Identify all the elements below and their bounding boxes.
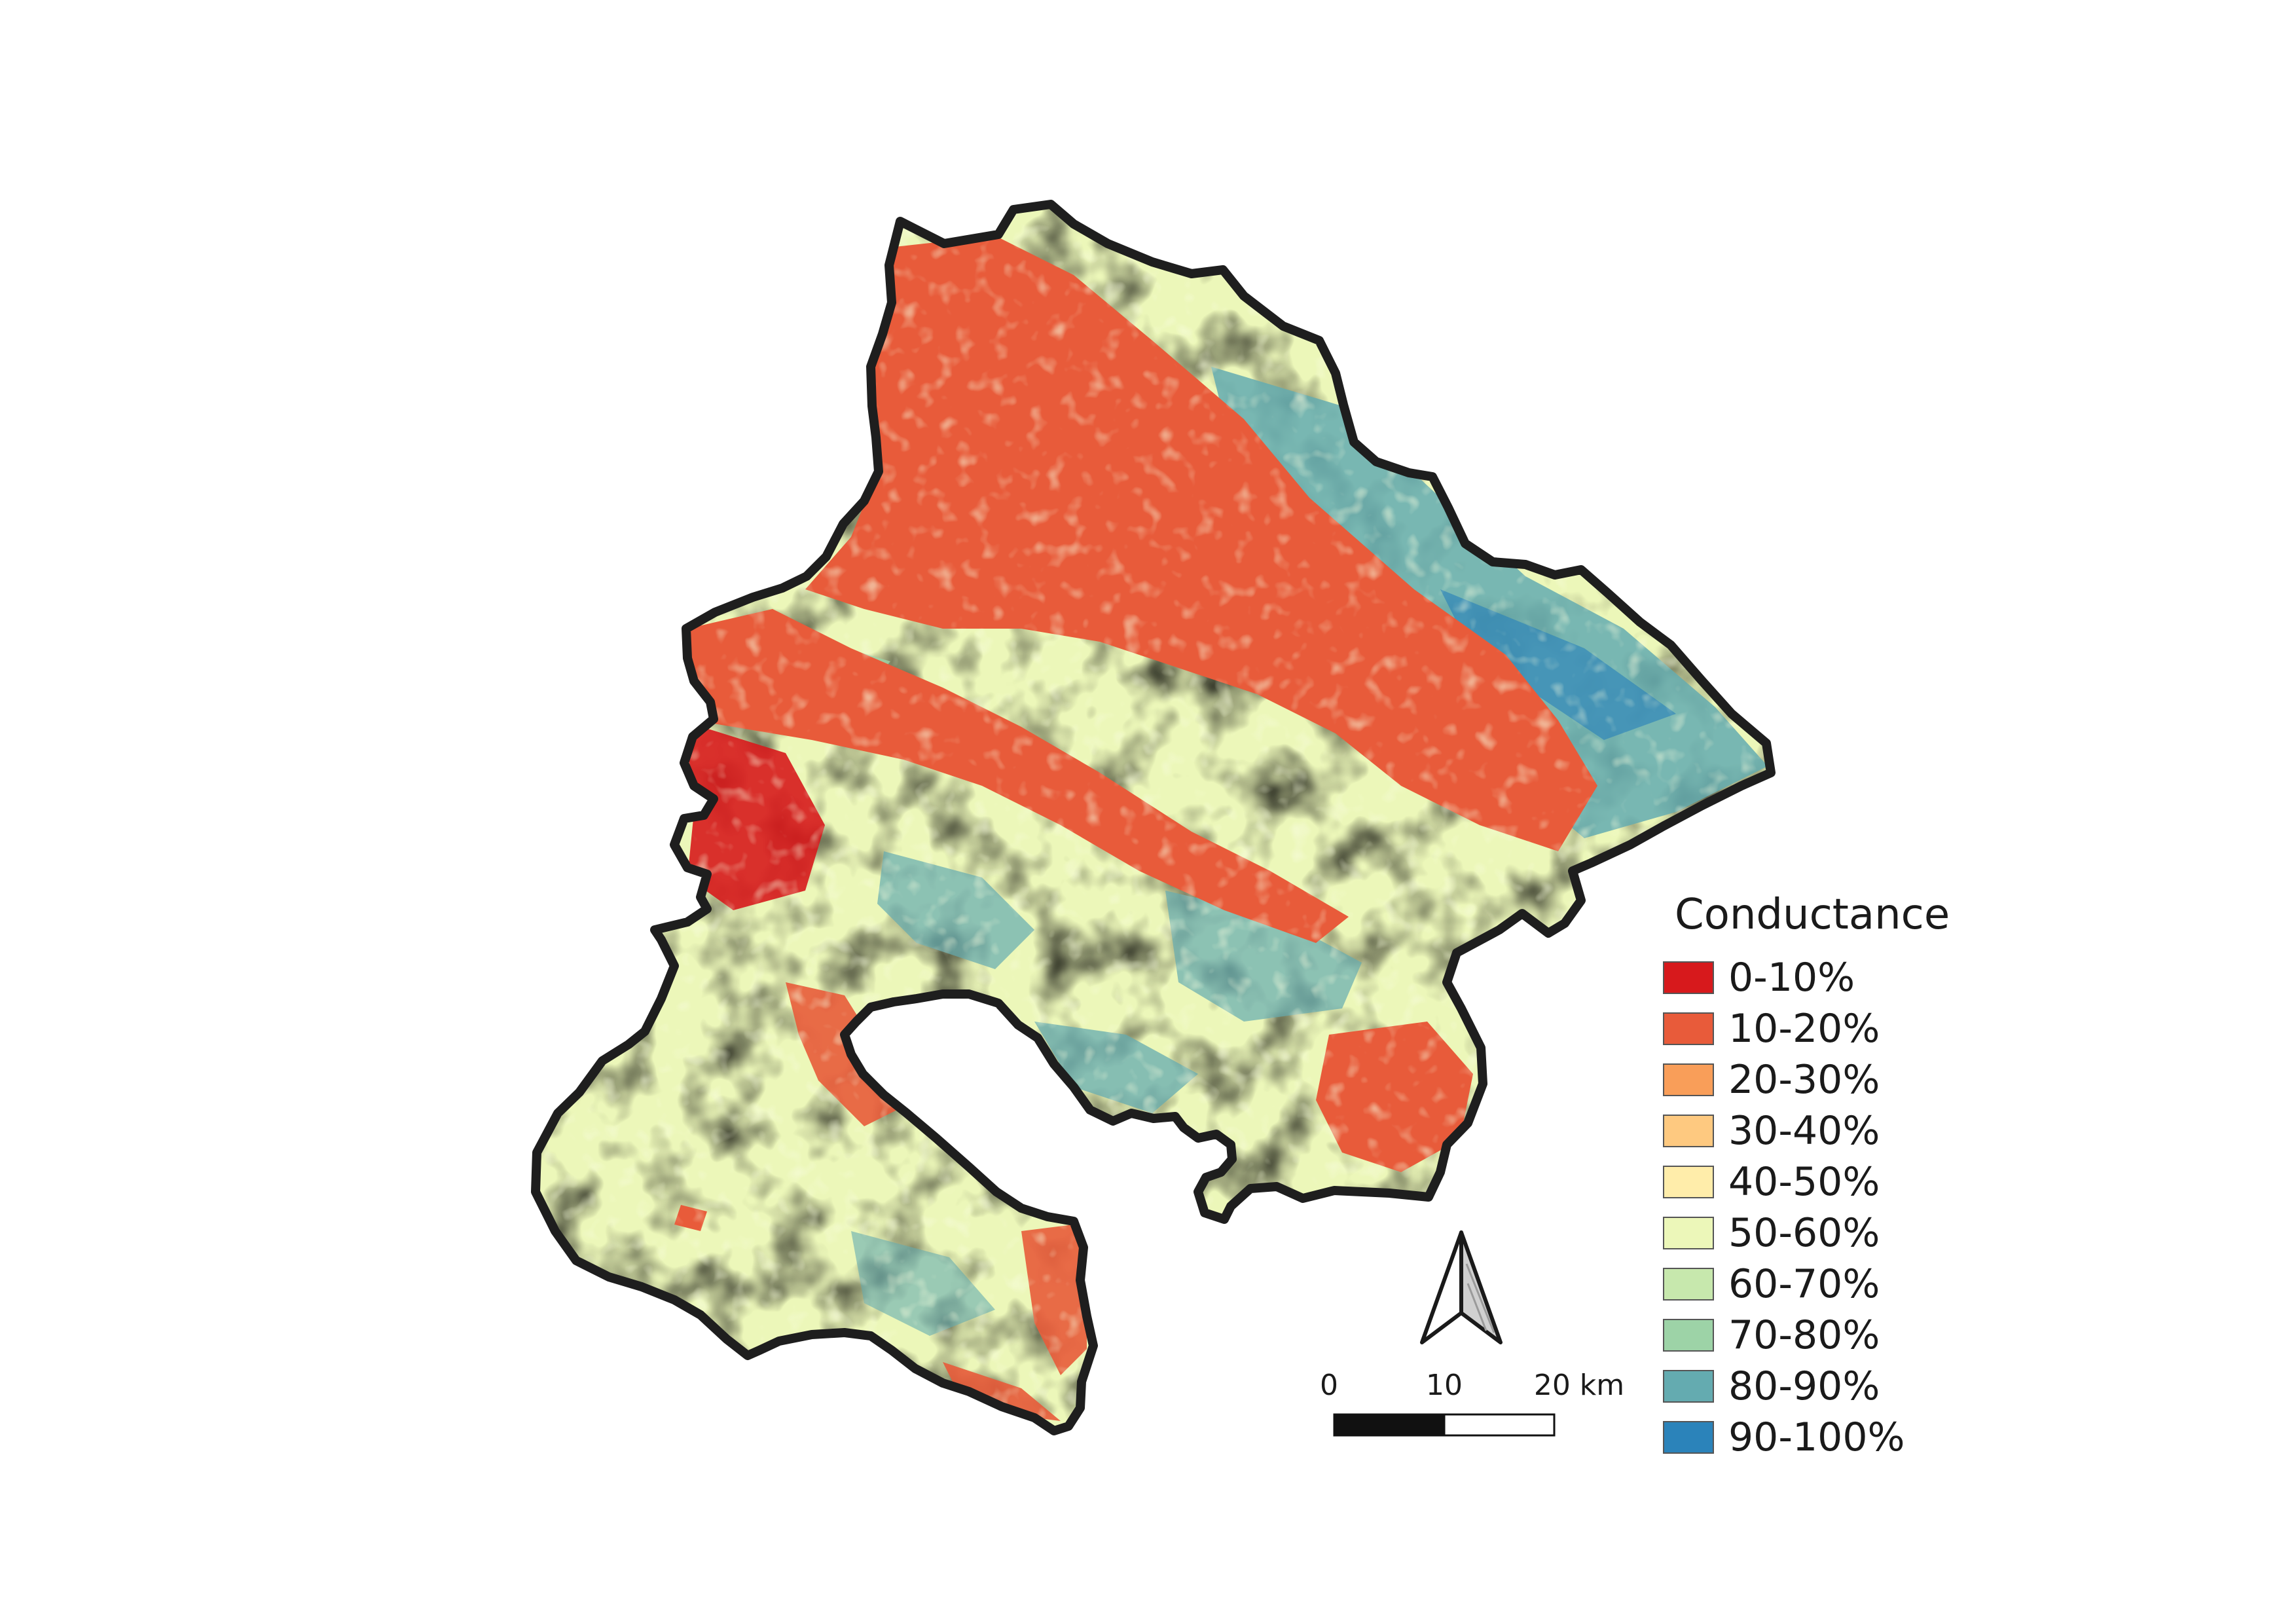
legend-item: 20-30% [1663, 1054, 2030, 1105]
legend: Conductance 0-10% 10-20% 20-30% 30-40% 40-50… [1663, 891, 2030, 1463]
legend-label: 50-60% [1728, 1210, 1880, 1256]
legend-item: 40-50% [1663, 1156, 2030, 1208]
conductance-raster [536, 204, 1771, 1431]
legend-swatch [1663, 1370, 1714, 1403]
scale-bar-segment-2 [1443, 1413, 1556, 1437]
legend-label: 30-40% [1728, 1108, 1880, 1154]
legend-swatch [1663, 1421, 1714, 1454]
legend-item: 0-10% [1663, 952, 2030, 1003]
legend-swatch [1663, 1115, 1714, 1147]
legend-label: 20-30% [1728, 1057, 1880, 1103]
north-arrow-icon [1420, 1230, 1503, 1344]
raster-texture-speckle [536, 204, 1771, 1431]
legend-title: Conductance [1675, 891, 1950, 939]
legend-item: 10-20% [1663, 1003, 2030, 1054]
legend-item: 90-100% [1663, 1412, 2030, 1463]
legend-label: 80-90% [1728, 1363, 1880, 1409]
scale-label-0: 0 [1320, 1369, 1338, 1402]
legend-label: 0-10% [1728, 955, 1855, 1001]
scale-label-20km: 20 km [1534, 1369, 1624, 1402]
legend-item: 30-40% [1663, 1105, 2030, 1156]
legend-item: 70-80% [1663, 1310, 2030, 1361]
legend-swatch [1663, 1217, 1714, 1249]
legend-label: 40-50% [1728, 1159, 1880, 1205]
legend-label: 60-70% [1728, 1261, 1880, 1307]
legend-swatch [1663, 961, 1714, 994]
legend-swatch [1663, 1268, 1714, 1301]
scale-bar: 0 10 20 km [1320, 1369, 1624, 1437]
legend-swatch [1663, 1319, 1714, 1352]
scale-bar-segment-1 [1333, 1413, 1446, 1437]
legend-swatch [1663, 1063, 1714, 1096]
legend-label: 70-80% [1728, 1312, 1880, 1358]
legend-item: 80-90% [1663, 1361, 2030, 1412]
legend-label: 90-100% [1728, 1414, 1905, 1460]
scale-label-10: 10 [1426, 1369, 1463, 1402]
legend-swatch [1663, 1166, 1714, 1198]
legend-item: 50-60% [1663, 1208, 2030, 1259]
legend-swatch [1663, 1012, 1714, 1045]
legend-label: 10-20% [1728, 1006, 1880, 1052]
legend-item: 60-70% [1663, 1259, 2030, 1310]
legend-items: 0-10% 10-20% 20-30% 30-40% 40-50% 50-60% 60-70… [1663, 952, 2030, 1463]
region-boundary [531, 200, 1776, 1435]
